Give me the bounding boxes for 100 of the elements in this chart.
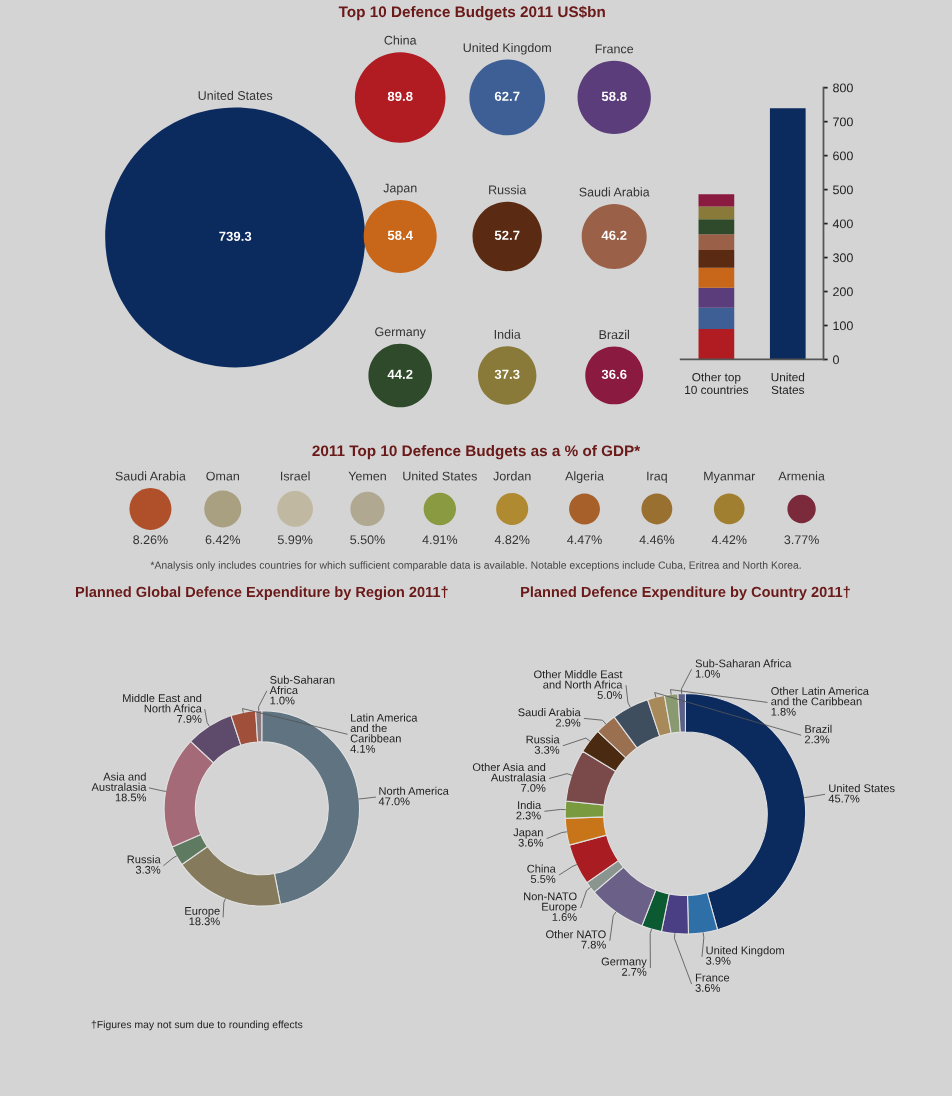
data-label: 2.3%	[804, 735, 830, 744]
chart-title: Planned Defence Expenditure by Country 2011†	[521, 586, 850, 600]
slice-label: Non-NATO Europe	[524, 892, 577, 913]
data-label: 4.46%	[639, 535, 675, 545]
data-label: 3.6%	[695, 984, 720, 992]
y-tick-label: 700	[833, 117, 853, 127]
data-label: 1.8%	[771, 707, 796, 716]
category-label: United Kingdom	[463, 42, 551, 55]
category-label: Saudi Arabia	[115, 471, 186, 481]
data-label: 45.7%	[828, 794, 860, 803]
data-label: 7.9%	[177, 714, 202, 723]
slice-label: India	[518, 800, 542, 810]
category-label: Yemen	[348, 471, 386, 481]
data-label: 47.0%	[378, 797, 410, 806]
slice-label: Russia	[526, 735, 560, 744]
data-label: 7.0%	[521, 783, 546, 792]
data-label: 1.0%	[695, 669, 720, 678]
data-label: 5.5%	[530, 875, 556, 883]
data-label: 2.9%	[555, 718, 581, 727]
data-label: 739.3	[219, 231, 252, 241]
slice-label: United States	[829, 783, 895, 793]
slice-label: United Kingdom	[706, 946, 784, 957]
slice-label: Other Asia and Australasia	[472, 762, 546, 782]
category-label: United States	[403, 471, 477, 481]
data-label: 4.47%	[567, 535, 602, 545]
data-label: 5.0%	[597, 691, 623, 699]
category-label: France	[595, 44, 634, 54]
text: *Analysis only includes countries for which sufficient comparable data is available. Notable exceptions include Cuba, Eritrea and North Korea.	[150, 561, 801, 571]
data-label: 8.26%	[133, 535, 168, 545]
data-label: 3.3%	[135, 865, 161, 874]
y-tick-label: 800	[833, 83, 853, 93]
data-label: 5.99%	[277, 535, 313, 545]
y-tick-label: 0	[833, 355, 839, 365]
data-label: 5.50%	[350, 535, 385, 545]
text: Top 10 Defence Budgets 2011 US$bn	[338, 5, 605, 21]
category-label: China	[384, 35, 417, 45]
category-label: Israel	[280, 471, 310, 481]
category-label: Brazil	[599, 329, 629, 340]
slice-label: Japan	[513, 828, 543, 839]
data-label: 37.3	[494, 369, 520, 379]
slice-label: Other NATO	[546, 930, 606, 939]
data-label: 3.3%	[534, 745, 560, 754]
data-label: 44.2	[387, 369, 413, 379]
slice-label: China	[527, 864, 556, 873]
slice-label: Sub-Saharan Africa	[695, 659, 792, 668]
y-tick-label: 100	[833, 321, 853, 331]
y-tick-label: 500	[833, 185, 853, 195]
data-label: 2.7%	[622, 967, 647, 976]
category-label: Russia	[489, 185, 527, 195]
y-tick-label: 300	[832, 253, 853, 263]
chart-title: Planned Global Defence Expenditure by Region 2011†	[75, 586, 448, 601]
slice-label: Europe	[185, 907, 220, 918]
slice-label: Latin America and the Caribbean	[350, 713, 418, 743]
data-label: 4.91%	[422, 535, 458, 545]
data-label: 18.5%	[115, 793, 147, 802]
slice-label: Germany	[601, 957, 647, 968]
category-label: Iraq	[647, 471, 667, 483]
data-label: 2.3%	[516, 811, 541, 820]
text: †Figures may not sum due to rounding effects	[91, 1020, 303, 1031]
data-label: 1.6%	[552, 913, 577, 921]
category-label: India	[494, 329, 521, 339]
data-label: 3.9%	[706, 956, 731, 965]
data-label: 18.3%	[189, 917, 220, 926]
data-label: 4.82%	[494, 535, 530, 545]
slice-label: France	[695, 973, 730, 982]
data-label: 4.42%	[711, 535, 747, 545]
data-label: 7.8%	[581, 940, 606, 949]
data-label: 36.6	[601, 369, 627, 379]
data-label: 46.2	[601, 230, 627, 240]
category-label: Oman	[206, 471, 239, 481]
y-tick-label: 200	[833, 287, 853, 297]
slice-label: Saudi Arabia	[518, 708, 581, 717]
data-label: 3.77%	[784, 535, 819, 545]
data-label: 6.42%	[205, 535, 241, 545]
data-label: 1.0%	[270, 696, 295, 705]
slice-label: Other Latin America and the Caribbean	[771, 686, 869, 706]
data-label: 58.8	[601, 91, 627, 101]
data-label: 3.6%	[518, 838, 544, 847]
category-label: Myanmar	[704, 471, 756, 483]
slice-label: Middle East and North Africa	[123, 693, 202, 713]
x-tick-label: Other top 10 countries	[685, 372, 749, 395]
data-label: 89.8	[387, 91, 413, 101]
slice-label: Sub-Saharan Africa	[269, 675, 335, 695]
category-label: Germany	[375, 327, 426, 339]
category-label: Saudi Arabia	[579, 187, 650, 197]
slice-label: Other Middle East and North Africa	[534, 670, 623, 689]
category-label: Algeria	[565, 471, 604, 483]
data-label: 62.7	[494, 91, 520, 101]
category-label: Japan	[383, 183, 417, 195]
slice-label: North America	[379, 786, 449, 795]
data-label: 52.7	[494, 230, 520, 240]
slice-label: Brazil	[805, 724, 832, 733]
data-label: 58.4	[387, 230, 413, 240]
text: 2011 Top 10 Defence Budgets as a % of GDP*	[312, 444, 641, 460]
slice-label: Russia	[127, 855, 161, 864]
category-label: United States	[198, 90, 273, 100]
category-label: Jordan	[493, 471, 531, 481]
y-tick-label: 600	[833, 151, 853, 161]
slice-label: Asia and Australasia	[91, 772, 147, 791]
y-tick-label: 400	[832, 219, 853, 229]
